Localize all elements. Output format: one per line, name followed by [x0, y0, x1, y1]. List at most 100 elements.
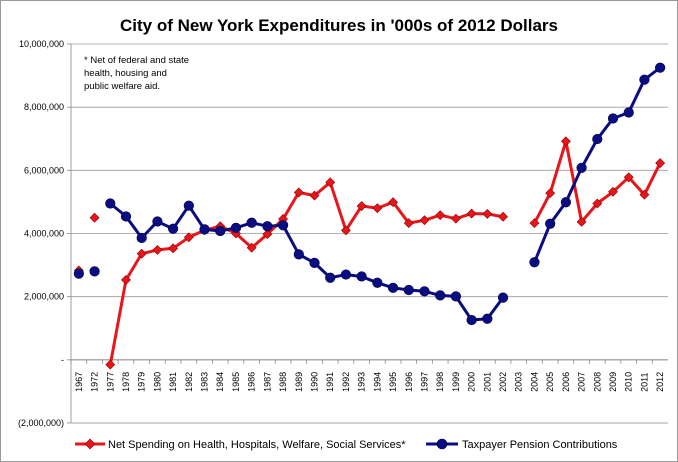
data-point	[136, 248, 147, 259]
data-point	[608, 186, 618, 197]
data-point	[623, 107, 634, 118]
circle-marker-icon	[436, 438, 448, 450]
data-point	[419, 215, 430, 226]
data-point	[89, 212, 100, 223]
x-axis-ticks: 1967 1972 1977 1978 1979 1980 1981 1982 1983 1984…	[70, 359, 665, 392]
data-point	[498, 211, 508, 222]
data-point	[89, 266, 100, 277]
data-point	[466, 314, 477, 326]
series-line	[533, 139, 662, 224]
data-point	[325, 272, 336, 283]
legend-item-net-spending: Net Spending on Health, Hospitals, Welfa…	[75, 438, 406, 451]
data-point	[152, 244, 163, 255]
x-tick-label: 1994	[372, 372, 382, 392]
data-point	[387, 282, 399, 293]
x-tick-label: 2003	[514, 372, 524, 392]
y-tick-label: -	[61, 355, 64, 365]
data-point	[325, 177, 336, 188]
data-point	[403, 284, 414, 296]
legend-label-pension: Taxpayer Pension Contributions	[462, 439, 618, 451]
data-point	[529, 257, 540, 268]
x-tick-label: 2011	[639, 372, 649, 391]
data-point	[309, 190, 320, 201]
data-point	[293, 187, 304, 198]
data-point	[293, 249, 304, 260]
x-tick-label: 2008	[592, 372, 602, 392]
data-point	[105, 359, 116, 370]
x-tick-label: 2001	[482, 372, 492, 392]
data-point	[419, 286, 430, 297]
legend-label-net-spending: Net Spending on Health, Hospitals, Welfa…	[108, 439, 406, 451]
y-tick-label: (2,000,000)	[18, 418, 64, 428]
data-point	[372, 277, 383, 288]
x-tick-label: 1985	[231, 372, 241, 392]
data-point	[450, 291, 462, 302]
x-tick-label: 1991	[325, 372, 335, 392]
x-tick-label: 1992	[341, 372, 351, 392]
footnote-annotation: * Net of federal and state health, housi…	[84, 55, 189, 92]
data-point	[168, 223, 179, 234]
x-tick-label: 1986	[247, 372, 257, 392]
legend-item-pension: Taxpayer Pension Contributions	[426, 438, 618, 451]
data-point	[592, 198, 603, 209]
x-tick-label: 2012	[655, 372, 665, 392]
x-tick-label: 2000	[467, 372, 477, 392]
x-tick-label: 2007	[577, 372, 587, 392]
data-point	[655, 158, 666, 168]
data-point	[435, 290, 446, 301]
series-pension	[73, 62, 666, 326]
data-point	[560, 197, 571, 208]
data-point	[120, 211, 132, 222]
x-tick-label: 1998	[435, 372, 445, 392]
data-point	[466, 208, 477, 219]
x-tick-label: 1999	[451, 372, 461, 392]
x-tick-label: 1980	[152, 372, 162, 392]
x-tick-label: 1995	[388, 372, 398, 392]
data-point	[545, 188, 556, 198]
x-tick-label: 2004	[529, 372, 539, 392]
diamond-marker-icon	[84, 438, 96, 450]
data-point	[639, 189, 650, 200]
x-tick-label: 1996	[404, 372, 414, 392]
x-tick-label: 1981	[168, 372, 178, 392]
y-tick-label: 8,000,000	[24, 102, 64, 112]
data-point	[403, 218, 414, 229]
data-point	[262, 229, 273, 240]
data-point	[482, 313, 493, 324]
data-point	[277, 220, 289, 231]
data-point	[356, 271, 367, 282]
data-point	[435, 210, 446, 221]
data-point	[623, 172, 634, 183]
series-line	[108, 180, 504, 365]
x-tick-label: 2006	[561, 372, 571, 392]
y-axis-ticks: 10,000,000 8,000,000 6,000,000 4,000,000 2,0…	[18, 39, 71, 428]
x-tick-label: 1997	[419, 372, 429, 392]
series-line	[533, 66, 662, 263]
data-point	[105, 198, 116, 209]
data-point	[309, 257, 320, 268]
data-point	[497, 292, 509, 303]
data-point	[576, 216, 587, 227]
x-tick-label: 1983	[200, 372, 210, 392]
data-point	[168, 243, 179, 254]
data-point	[560, 136, 571, 147]
series-net-spending	[73, 136, 666, 370]
data-point	[215, 225, 226, 237]
x-tick-label: 1982	[184, 372, 194, 392]
data-point	[199, 224, 210, 235]
x-tick-label: 1978	[121, 372, 131, 392]
x-tick-label: 1993	[357, 372, 367, 392]
x-tick-label: 1967	[74, 372, 84, 392]
x-tick-label: 1990	[310, 372, 320, 392]
data-point	[607, 113, 619, 124]
x-tick-label: 2005	[545, 372, 555, 392]
x-tick-label: 1977	[105, 372, 115, 392]
data-point	[121, 275, 131, 285]
x-tick-label: 2009	[608, 372, 618, 392]
data-point	[183, 200, 194, 211]
chart-title: City of New York Expenditures in '000s o…	[120, 16, 558, 35]
data-point	[450, 213, 461, 224]
data-point	[183, 232, 194, 243]
